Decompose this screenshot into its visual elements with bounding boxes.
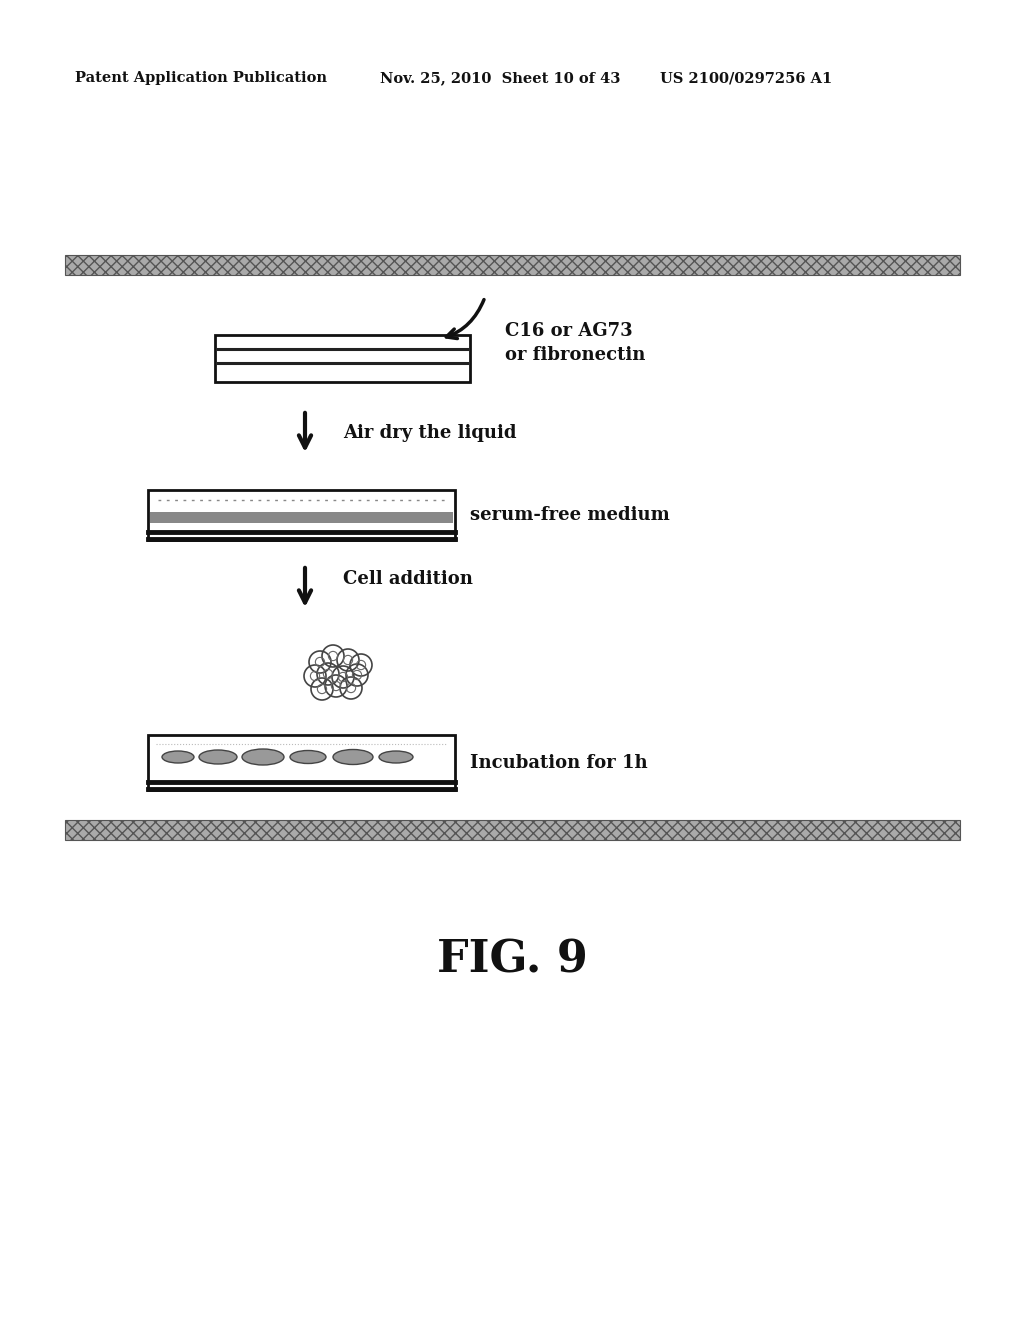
Text: Patent Application Publication: Patent Application Publication (75, 71, 327, 84)
Bar (65, 820, 961, 840)
Ellipse shape (333, 750, 373, 764)
Bar (148, 735, 455, 789)
Bar (215, 335, 470, 381)
Text: Incubation for 1h: Incubation for 1h (470, 754, 647, 771)
Bar (65, 255, 961, 275)
FancyArrowPatch shape (446, 300, 484, 338)
Bar (150, 512, 453, 523)
Text: serum-free medium: serum-free medium (470, 506, 670, 524)
Ellipse shape (162, 751, 194, 763)
Text: Nov. 25, 2010  Sheet 10 of 43: Nov. 25, 2010 Sheet 10 of 43 (380, 71, 621, 84)
Text: Cell addition: Cell addition (343, 570, 473, 587)
Ellipse shape (199, 750, 237, 764)
Text: FIG. 9: FIG. 9 (436, 939, 588, 982)
Text: Air dry the liquid: Air dry the liquid (343, 424, 516, 441)
Ellipse shape (379, 751, 413, 763)
Bar (148, 490, 455, 540)
Text: US 2100/0297256 A1: US 2100/0297256 A1 (660, 71, 833, 84)
Ellipse shape (242, 748, 284, 766)
Ellipse shape (290, 751, 326, 763)
Text: C16 or AG73
or fibronectin: C16 or AG73 or fibronectin (505, 322, 645, 364)
